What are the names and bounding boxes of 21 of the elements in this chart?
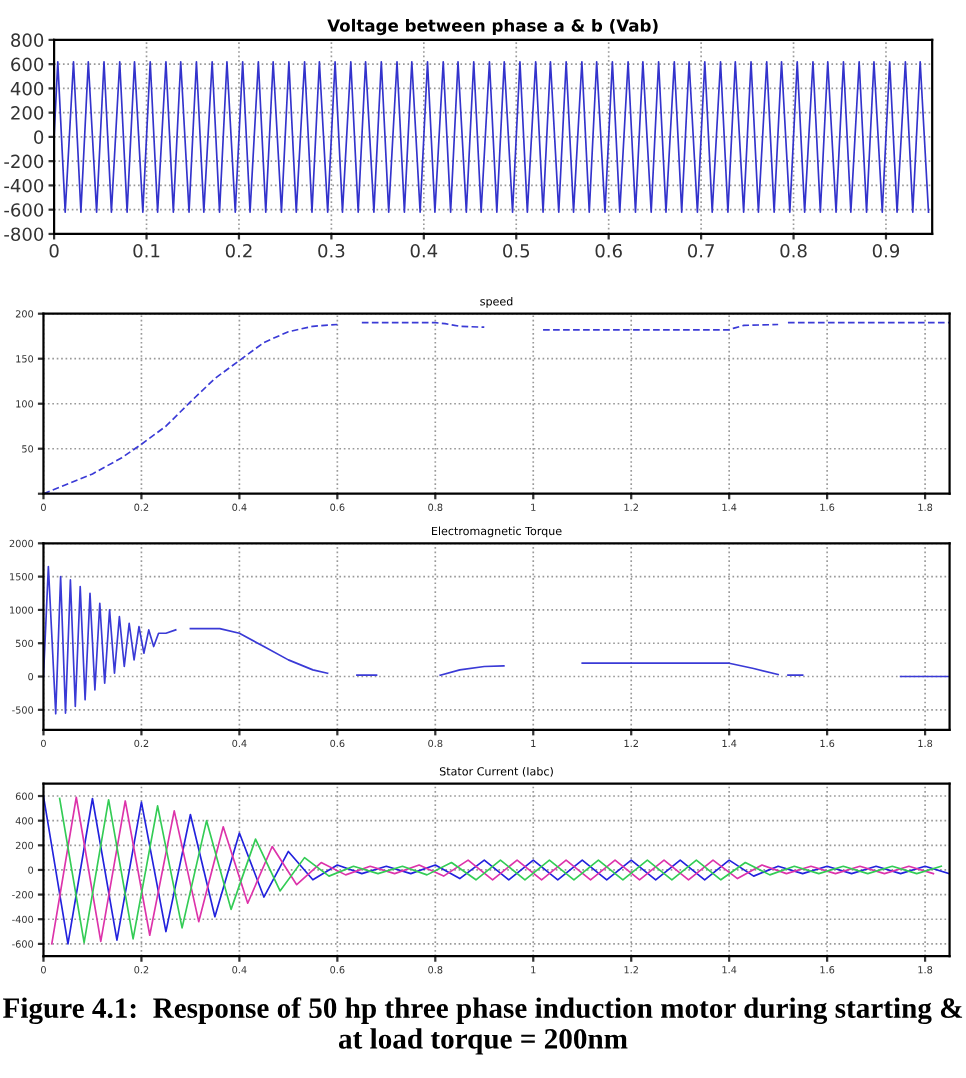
y-tick-label: 800 bbox=[11, 33, 44, 47]
y-tick-label: 400 bbox=[10, 81, 44, 96]
x-tick-label: 0 bbox=[49, 243, 59, 258]
y-tick-label: 200 bbox=[11, 106, 44, 120]
y-tick-label: 600 bbox=[11, 57, 44, 72]
x-tick-label: 0.7 bbox=[687, 243, 714, 258]
chart-title: Voltage between phase a & b (Vab) bbox=[327, 18, 658, 36]
y-tick-label: -200 bbox=[4, 154, 44, 169]
x-tick-label: 0.9 bbox=[872, 243, 900, 258]
caption: Figure 4.1: Response of 50 hp three phase induction motor during starting & at load torque = 200nm bbox=[3, 997, 963, 1055]
x-tick-label: 0.4 bbox=[410, 243, 438, 258]
x-tick-label: 0.6 bbox=[595, 243, 622, 258]
x-tick-label: 0.1 bbox=[133, 243, 160, 258]
x-tick-label: 0.3 bbox=[318, 243, 345, 258]
y-tick-label: 0 bbox=[34, 130, 44, 145]
x-tick-label: 0.5 bbox=[503, 243, 530, 258]
x-tick-label: 0.8 bbox=[780, 243, 807, 258]
y-tick-label: -600 bbox=[4, 203, 44, 217]
y-tick-label: -800 bbox=[4, 227, 44, 242]
x-tick-label: 0.2 bbox=[225, 243, 252, 258]
y-tick-label: -400 bbox=[4, 178, 44, 193]
